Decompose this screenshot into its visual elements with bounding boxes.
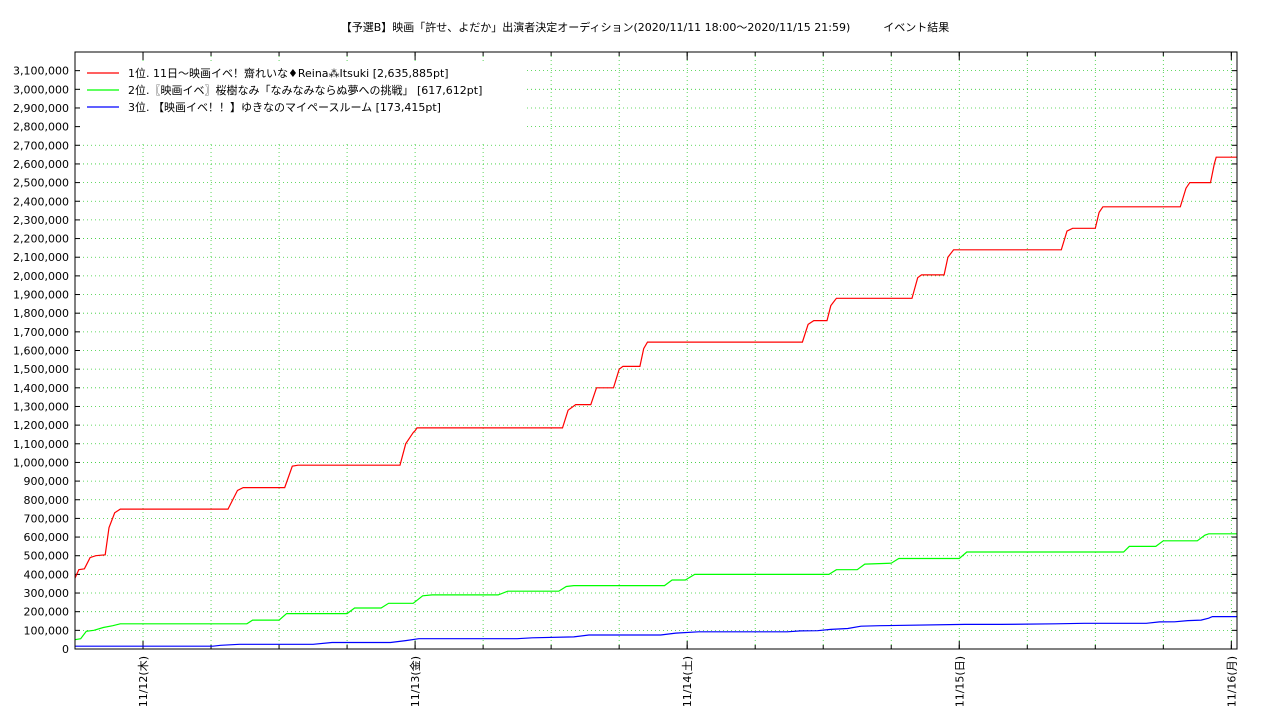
y-tick-label: 2,600,000 (13, 158, 69, 171)
y-tick-label: 1,000,000 (13, 456, 69, 469)
y-tick-label: 1,700,000 (13, 326, 69, 339)
legend-label-3: 3位. 【映画イベ！！】ゆきなのマイペースルーム [173,415pt] (128, 100, 441, 114)
chart-title: 【予選B】映画「許せ、よだか」出演者決定オーディション(2020/11/11 1… (341, 20, 950, 34)
y-tick-label: 2,500,000 (13, 177, 69, 190)
legend-box (80, 62, 526, 144)
y-tick-label: 400,000 (24, 568, 70, 581)
y-tick-label: 2,400,000 (13, 195, 69, 208)
y-tick-label: 2,100,000 (13, 251, 69, 264)
x-tick-label: 11/12(木) (137, 656, 150, 707)
series-line-2 (74, 533, 1237, 641)
y-tick-label: 1,900,000 (13, 289, 69, 302)
y-tick-label: 2,700,000 (13, 139, 69, 152)
series-lines (74, 156, 1237, 647)
y-tick-label: 100,000 (24, 624, 70, 637)
y-tick-label: 800,000 (24, 494, 70, 507)
x-tick-label: 11/16(月) (1225, 656, 1238, 707)
y-tick-label: 2,200,000 (13, 233, 69, 246)
x-tick-label: 11/13(金) (408, 656, 422, 707)
x-axis: 11/12(木) 11/13(金) 11/14(土) 11/15(日) 11/16(月) (137, 52, 1238, 707)
y-tick-label: 0 (62, 643, 69, 656)
x-tick-label: 11/15(日) (953, 656, 966, 707)
y-tick-label: 900,000 (24, 475, 70, 488)
y-tick-label: 1,400,000 (13, 382, 69, 395)
y-tick-label: 2,000,000 (13, 270, 69, 283)
y-tick-label: 3,000,000 (13, 83, 69, 96)
series-line-3 (75, 615, 1237, 647)
plot-frame (74, 51, 1238, 650)
y-tick-label: 500,000 (24, 550, 70, 563)
series-line-1 (74, 156, 1237, 579)
legend-label-1: 1位. 11日〜映画イベ！齋れいな♦Reina⁂Itsuki [2,635,88… (128, 66, 449, 80)
y-tick-label: 3,100,000 (13, 65, 69, 78)
y-tick-label: 2,800,000 (13, 121, 69, 134)
legend-label-2: 2位.〖映画イベ〗桜樹なみ「なみなみならぬ夢への挑戦」 [617,612pt] (128, 83, 482, 97)
y-tick-label: 600,000 (24, 531, 70, 544)
y-tick-label: 1,200,000 (13, 419, 69, 432)
legend: 1位. 11日〜映画イベ！齋れいな♦Reina⁂Itsuki [2,635,88… (80, 62, 526, 144)
y-tick-label: 2,900,000 (13, 102, 69, 115)
y-tick-label: 200,000 (24, 606, 70, 619)
y-tick-label: 2,300,000 (13, 214, 69, 227)
y-tick-label: 300,000 (24, 587, 70, 600)
x-tick-label: 11/14(土) (681, 656, 694, 707)
y-tick-label: 700,000 (24, 512, 70, 525)
y-tick-label: 1,300,000 (13, 400, 69, 413)
y-axis: 0 100,000 200,000 300,000 400,000 500,000 600,… (13, 65, 1237, 656)
y-tick-label: 1,500,000 (13, 363, 69, 376)
y-tick-label: 1,100,000 (13, 438, 69, 451)
grid (75, 52, 1237, 649)
y-tick-label: 1,600,000 (13, 345, 69, 358)
y-tick-label: 1,800,000 (13, 307, 69, 320)
